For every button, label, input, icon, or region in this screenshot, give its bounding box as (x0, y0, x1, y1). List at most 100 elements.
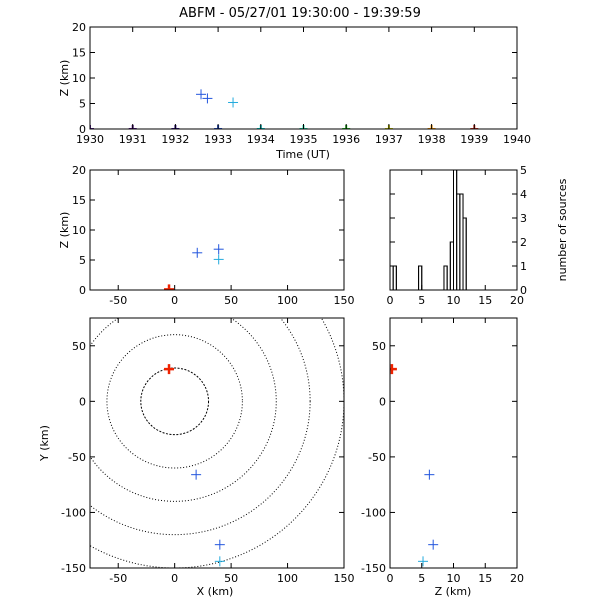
source-point (213, 244, 224, 255)
highlight-source (164, 284, 175, 290)
source-point (191, 469, 202, 480)
x-tick-label: 1932 (161, 133, 189, 146)
x-tick-label: 100 (277, 572, 298, 585)
y-tick-label: 0 (79, 284, 86, 297)
y-tick-label: 1 (520, 260, 527, 273)
y-tick-label: -50 (368, 451, 386, 464)
y-axis-label: Y (km) (38, 425, 51, 462)
x-tick-label: -50 (109, 294, 127, 307)
x-tick-label: 5 (418, 572, 425, 585)
plot-area (390, 364, 439, 567)
x-tick-label: 10 (447, 294, 461, 307)
x-tick-label: 20 (510, 572, 524, 585)
x-tick-label: 1934 (247, 133, 275, 146)
x-tick-label: 5 (418, 294, 425, 307)
panel-time-height: 1930 1931 1932 1933 1934 1935 1936 1937 1938 1939… (58, 21, 531, 161)
range-ring (90, 318, 277, 502)
plot-area (90, 318, 344, 568)
y-tick-label: -100 (361, 506, 386, 519)
y-tick-label: 50 (372, 340, 386, 353)
y-tick-label: 10 (72, 224, 86, 237)
x-tick-label: 1939 (460, 133, 488, 146)
source-point (424, 469, 435, 480)
y-axis-label: Z (km) (58, 60, 71, 97)
axis-frame (89, 169, 345, 291)
panel-x-height: -50 0 50 100 150 0 5 10 15 20 Z (km) (58, 164, 355, 307)
plot-area (90, 89, 479, 129)
source-point (213, 254, 224, 265)
x-tick-label: 150 (334, 294, 355, 307)
x-tick-label: 1933 (204, 133, 232, 146)
source-point (428, 539, 439, 550)
y-tick-label: 15 (72, 194, 86, 207)
x-tick-label: 15 (478, 572, 492, 585)
x-axis-label: Z (km) (435, 585, 472, 598)
y-tick-label: -50 (68, 451, 86, 464)
source-point (192, 247, 203, 258)
y-tick-label: 20 (72, 164, 86, 177)
x-tick-label: 50 (224, 572, 238, 585)
x-axis-label: X (km) (197, 585, 234, 598)
y-tick-label: 20 (72, 21, 86, 34)
x-tick-label: 1935 (290, 133, 318, 146)
source-point (214, 539, 225, 550)
y-axis-label: number of sources (556, 178, 569, 281)
x-tick-label: 0 (387, 294, 394, 307)
figure-title: ABFM - 05/27/01 19:30:00 - 19:39:59 (179, 6, 421, 21)
axis-frame (389, 317, 518, 569)
x-tick-label: 150 (334, 572, 355, 585)
source-point (214, 556, 225, 567)
y-tick-label: 5 (79, 98, 86, 111)
y-tick-label: 0 (79, 123, 86, 136)
x-tick-label: 50 (224, 294, 238, 307)
x-tick-label: 0 (387, 572, 394, 585)
x-tick-label: 1931 (119, 133, 147, 146)
x-tick-label: 15 (478, 294, 492, 307)
x-tick-label: 10 (447, 572, 461, 585)
y-tick-label: 4 (520, 188, 527, 201)
axis-frame (89, 26, 518, 130)
axis-frame (89, 317, 345, 569)
y-tick-label: -150 (61, 562, 86, 575)
x-tick-label: 100 (277, 294, 298, 307)
x-tick-label: 1937 (375, 133, 403, 146)
range-ring (90, 318, 344, 568)
histogram-bar (392, 265, 397, 290)
source-point (228, 97, 239, 108)
y-axis-label: Z (km) (58, 212, 71, 249)
highlight-source (164, 364, 175, 375)
plot-area (164, 244, 224, 290)
y-tick-label: 3 (520, 212, 527, 225)
x-tick-label: 1936 (332, 133, 360, 146)
source-point (202, 93, 213, 104)
x-tick-label: -50 (109, 572, 127, 585)
x-tick-label: 1940 (503, 133, 531, 146)
highlight-source (390, 364, 397, 375)
y-tick-label: -150 (361, 562, 386, 575)
x-tick-label: 20 (510, 294, 524, 307)
range-ring (140, 367, 210, 436)
x-tick-label: 0 (171, 572, 178, 585)
y-tick-label: 5 (79, 254, 86, 267)
x-tick-label: 1938 (418, 133, 446, 146)
range-ring (106, 334, 243, 469)
y-tick-label: 2 (520, 236, 527, 249)
plot-area (390, 170, 517, 290)
y-tick-label: -100 (61, 506, 86, 519)
histogram-bar (418, 265, 423, 290)
histogram-bar (443, 265, 448, 290)
x-tick-label: 1930 (76, 133, 104, 146)
source-point (418, 556, 429, 567)
x-axis-label: Time (UT) (275, 148, 330, 161)
histogram-bar (462, 217, 467, 290)
source-point (196, 89, 207, 100)
y-tick-label: 10 (72, 72, 86, 85)
y-tick-label: 0 (520, 284, 527, 297)
y-tick-label: 50 (72, 340, 86, 353)
y-tick-label: 15 (72, 47, 86, 60)
y-tick-label: 0 (79, 395, 86, 408)
panel-height-y: 0 5 10 15 20 -150 -100 -50 0 50 Z (km) (361, 317, 524, 598)
